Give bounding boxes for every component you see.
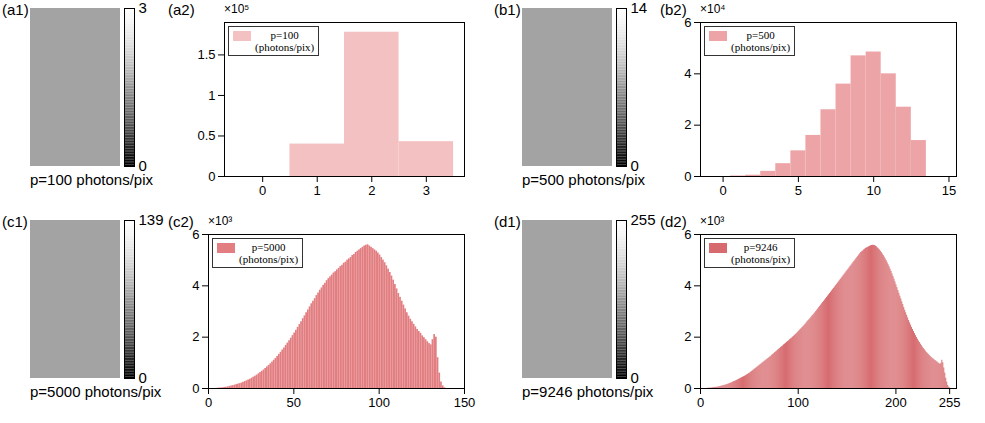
html-text:(d2): (d2) bbox=[660, 213, 687, 230]
html-text:(a1): (a1) bbox=[2, 1, 29, 18]
svg-text:0: 0 bbox=[684, 169, 691, 184]
html-text:p=9246 photons/pix: p=9246 photons/pix bbox=[522, 383, 654, 400]
svg-text:0: 0 bbox=[208, 169, 215, 184]
html-text:p=500 (photons/pix): p=500 (photons/pix) bbox=[731, 29, 791, 54]
svg-text:1: 1 bbox=[314, 183, 321, 198]
svg-text:0: 0 bbox=[205, 395, 212, 410]
html-text:p=100 photons/pix: p=100 photons/pix bbox=[30, 171, 153, 188]
svg-text:1: 1 bbox=[208, 88, 215, 103]
svg-text:0: 0 bbox=[138, 157, 147, 175]
svg-text:4: 4 bbox=[684, 278, 691, 293]
html-text:p=5000 (photons/pix): p=5000 (photons/pix) bbox=[239, 241, 299, 266]
svg-text:15: 15 bbox=[942, 183, 956, 198]
svg-text:14: 14 bbox=[631, 0, 648, 16]
html-text:(c1): (c1) bbox=[2, 213, 28, 230]
html-text:p=100 (photons/pix): p=100 (photons/pix) bbox=[255, 29, 315, 54]
html-text:(a2): (a2) bbox=[168, 1, 195, 18]
html-text:(b1): (b1) bbox=[494, 1, 521, 18]
svg-text:2: 2 bbox=[192, 329, 199, 344]
svg-text:2: 2 bbox=[684, 329, 691, 344]
svg-text:10: 10 bbox=[866, 183, 880, 198]
html-text:×10⁵: ×10⁵ bbox=[224, 2, 250, 16]
html-text:p=500 photons/pix: p=500 photons/pix bbox=[522, 171, 645, 188]
svg-text:6: 6 bbox=[192, 227, 199, 242]
svg-text:50: 50 bbox=[287, 395, 301, 410]
svg-text:1.5: 1.5 bbox=[197, 47, 215, 62]
html-text:(b2): (b2) bbox=[660, 1, 687, 18]
svg-text:2: 2 bbox=[684, 117, 691, 132]
svg-text:2: 2 bbox=[368, 183, 375, 198]
svg-text:0: 0 bbox=[630, 369, 639, 387]
svg-text:0: 0 bbox=[630, 157, 639, 175]
html-text:p=9246 (photons/pix): p=9246 (photons/pix) bbox=[731, 241, 791, 266]
html-text:×10³: ×10³ bbox=[700, 214, 725, 228]
html-text:(d1): (d1) bbox=[494, 213, 521, 230]
html-text:×10³: ×10³ bbox=[208, 214, 233, 228]
svg-text:0.5: 0.5 bbox=[197, 128, 215, 143]
svg-text:4: 4 bbox=[192, 278, 199, 293]
svg-text:0: 0 bbox=[138, 369, 147, 387]
svg-text:6: 6 bbox=[684, 15, 691, 30]
svg-text:3: 3 bbox=[139, 0, 147, 16]
svg-text:0: 0 bbox=[684, 381, 691, 396]
svg-text:6: 6 bbox=[684, 227, 691, 242]
svg-text:3: 3 bbox=[423, 183, 430, 198]
svg-text:0: 0 bbox=[259, 183, 266, 198]
svg-text:139: 139 bbox=[139, 212, 164, 228]
html-text:×10⁴: ×10⁴ bbox=[700, 2, 726, 16]
svg-text:100: 100 bbox=[787, 395, 809, 410]
svg-text:200: 200 bbox=[885, 395, 907, 410]
svg-text:0: 0 bbox=[719, 183, 726, 198]
svg-text:100: 100 bbox=[368, 395, 390, 410]
svg-text:150: 150 bbox=[454, 395, 476, 410]
svg-text:0: 0 bbox=[697, 395, 704, 410]
svg-text:255: 255 bbox=[939, 395, 961, 410]
svg-text:255: 255 bbox=[631, 212, 656, 228]
html-text:p=5000 photons/pix: p=5000 photons/pix bbox=[30, 383, 162, 400]
svg-text:4: 4 bbox=[684, 66, 691, 81]
html-text:(c2): (c2) bbox=[168, 213, 194, 230]
svg-text:5: 5 bbox=[795, 183, 802, 198]
svg-text:0: 0 bbox=[192, 381, 199, 396]
